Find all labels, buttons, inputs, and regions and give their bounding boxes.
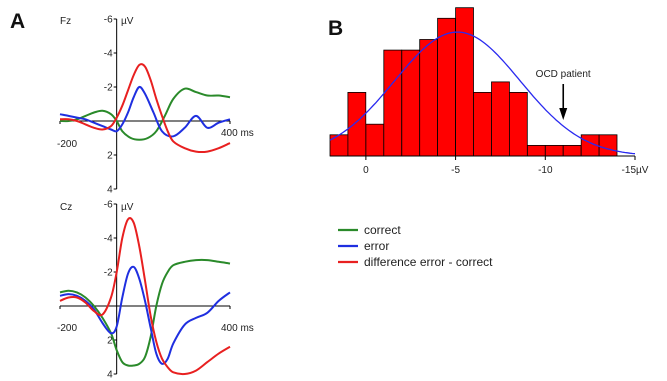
legend-label-difference-error-correct: difference error - correct	[364, 255, 493, 269]
cz-series-correct	[59, 258, 231, 367]
panel-b-letter: B	[328, 17, 343, 40]
ocd-patient-arrow-head	[559, 108, 568, 120]
cz-unit-label: µV	[121, 202, 134, 213]
histogram-bar	[598, 134, 618, 157]
histogram-bar	[455, 7, 474, 157]
fz-y-tick-label: -6	[104, 15, 113, 26]
cz-x-tick-left: -200	[57, 323, 77, 334]
cz-x-unit-label: 400 ms	[221, 323, 254, 334]
histogram-x-axis	[330, 155, 636, 160]
fz-series-lines	[59, 63, 231, 154]
histogram-plot: 0 -5 -10 -15µV OCD patient	[329, 7, 649, 176]
histogram-bar	[383, 49, 403, 157]
fz-series-error	[59, 85, 231, 138]
histogram-bar	[491, 81, 510, 157]
histogram-x-tick-labels: 0 -5 -10 -15µV	[363, 165, 649, 176]
cz-series-lines	[59, 217, 231, 376]
histogram-bar	[508, 92, 528, 157]
cz-y-tick-label: -2	[104, 268, 113, 279]
cz-y-tick-labels: -6 -4 -2 2 4	[104, 200, 113, 381]
normal-fit-line	[329, 31, 636, 155]
panel-a-letter: A	[10, 10, 25, 33]
histogram-x-tick-label: -10	[538, 165, 553, 176]
fz-axes	[59, 18, 231, 190]
fz-y-tick-labels: -6 -4 -2 2 4	[104, 15, 113, 196]
cz-y-tick-label: 4	[107, 370, 113, 381]
histogram-bars	[329, 7, 618, 157]
ocd-patient-label: OCD patient	[536, 69, 591, 80]
histogram-x-tick-label: 0	[363, 165, 369, 176]
histogram-bar	[473, 92, 492, 157]
fz-series-correct	[59, 87, 231, 141]
fz-y-tick-label: 2	[107, 151, 113, 162]
cz-y-tick-label: -6	[104, 200, 113, 211]
fz-electrode-label: Fz	[60, 16, 71, 27]
histogram-bar	[401, 49, 421, 157]
fz-erp-plot: Fz µV 400 ms -200 -6 -4 -2 2 4	[57, 15, 254, 196]
fz-x-unit-label: 400 ms	[221, 128, 254, 139]
cz-axes	[59, 203, 231, 375]
histogram-bar	[365, 123, 385, 157]
histogram-bar	[437, 17, 456, 157]
normal-fit-curve	[329, 31, 636, 155]
histogram-bar	[544, 144, 564, 157]
cz-y-tick-label: 2	[107, 336, 113, 347]
cz-y-tick-label: -4	[104, 234, 113, 245]
histogram-x-tick-label: -15µV	[622, 165, 649, 176]
fz-series-difference-error-correct	[59, 63, 231, 154]
ocd-patient-annotation: OCD patient	[536, 69, 591, 120]
histogram-bar	[419, 39, 439, 157]
fz-y-tick-label: -4	[104, 49, 113, 60]
fz-y-tick-label: -2	[104, 83, 113, 94]
fz-x-tick-left: -200	[57, 139, 77, 150]
histogram-bar	[347, 92, 367, 157]
cz-series-error	[59, 265, 231, 365]
fz-y-tick-label: 4	[107, 185, 113, 196]
legend-label-correct: correct	[364, 223, 401, 237]
fz-unit-label: µV	[121, 16, 134, 27]
legend-label-error: error	[364, 239, 389, 253]
legend: correct error difference error - correct	[338, 223, 493, 269]
cz-series-difference-error-correct	[59, 217, 231, 376]
cz-electrode-label: Cz	[60, 202, 72, 213]
cz-erp-plot: Cz µV 400 ms -200 -6 -4 -2 2 4	[57, 200, 254, 381]
histogram-bar	[562, 144, 582, 157]
histogram-x-tick-label: -5	[451, 165, 460, 176]
histogram-bar	[527, 144, 546, 157]
